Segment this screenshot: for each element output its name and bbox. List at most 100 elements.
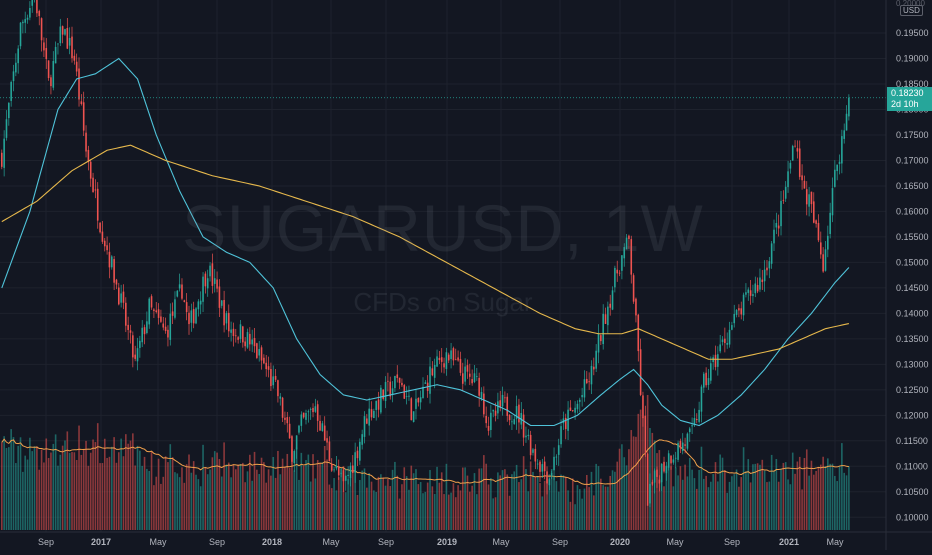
volume-bar — [738, 486, 740, 530]
currency-button[interactable]: USD — [900, 5, 923, 16]
candle-body — [50, 77, 52, 87]
volume-bar — [183, 482, 186, 530]
volume-bar — [717, 481, 719, 530]
candle-body — [422, 386, 424, 399]
volume-ma — [1, 438, 849, 485]
volume-bar — [43, 462, 45, 530]
volume-bar — [87, 465, 90, 530]
candle-body — [408, 395, 410, 397]
volume-bar — [829, 463, 831, 530]
volume-bar — [564, 476, 567, 530]
volume-bar — [237, 464, 239, 530]
candle-body — [688, 428, 691, 433]
candle-body — [651, 481, 654, 485]
volume-bar — [94, 442, 97, 530]
candle-body — [59, 26, 62, 44]
candle-body — [157, 309, 160, 318]
volume-bar — [389, 486, 392, 530]
candle-body — [476, 376, 478, 377]
candle-body — [87, 149, 90, 163]
candle-body — [674, 457, 677, 459]
volume-bar — [436, 466, 438, 530]
volume-bar — [24, 455, 26, 530]
volume-bar — [763, 470, 766, 530]
candle-body — [92, 177, 94, 193]
volume-bar — [108, 456, 111, 530]
candle-body — [642, 395, 644, 419]
volume-bar — [370, 481, 373, 530]
volume-bar — [710, 481, 712, 530]
volume-bar — [354, 457, 356, 530]
volume-bar — [848, 466, 850, 530]
candle-body — [639, 349, 642, 395]
candle-body — [429, 366, 431, 394]
candle-body — [766, 267, 768, 271]
candle-body — [761, 279, 764, 283]
candle-body — [321, 423, 324, 432]
candle-body — [607, 306, 609, 326]
candle-body — [773, 229, 775, 244]
candle-body — [424, 382, 427, 384]
volume-bar — [242, 462, 244, 530]
candle-body — [38, 10, 41, 17]
volume-bar — [73, 452, 76, 530]
volume-bar — [302, 466, 305, 530]
volume-bar — [19, 437, 22, 530]
volume-bar — [595, 463, 597, 530]
volume-bar — [504, 469, 506, 530]
candle-body — [171, 311, 174, 316]
volume-bar — [721, 457, 724, 530]
volume-bar — [408, 489, 410, 530]
candle-body — [756, 285, 759, 292]
volume-bar — [220, 476, 223, 530]
candle-body — [733, 314, 736, 324]
candle-body — [665, 466, 668, 474]
candle-body — [169, 313, 172, 340]
volume-bar — [597, 466, 600, 530]
candle-body — [581, 395, 583, 398]
candle-body — [64, 29, 66, 35]
candle-body — [667, 453, 670, 468]
volume-bar — [373, 490, 375, 530]
volume-bar — [246, 471, 249, 530]
volume-bar — [106, 457, 108, 530]
volume-bar — [546, 479, 548, 530]
candle-body — [546, 471, 548, 484]
candle-body — [660, 463, 663, 483]
volume-bar — [660, 472, 663, 530]
volume-bar — [749, 482, 752, 530]
volume-bar — [307, 454, 310, 530]
candle-body — [681, 442, 684, 451]
volume-bar — [33, 446, 36, 530]
volume-bar — [113, 437, 115, 530]
volume-bar — [199, 486, 202, 530]
volume-bar — [52, 443, 55, 530]
candle-body — [347, 474, 349, 477]
candle-body — [396, 374, 399, 379]
candle-body — [714, 354, 717, 368]
candle-body — [108, 251, 111, 268]
candle-body — [700, 386, 703, 412]
volume-bar — [26, 459, 29, 530]
candle-body — [356, 450, 359, 459]
candle-body — [635, 298, 637, 316]
volume-bar — [693, 478, 696, 530]
volume-bar — [501, 470, 504, 530]
volume-bar — [405, 476, 408, 530]
candle-body — [527, 434, 530, 436]
y-tick-label-partial: 0.20000 — [896, 0, 925, 8]
candle-body — [663, 461, 665, 472]
x-tick-label: May — [322, 537, 340, 547]
volume-bar — [466, 475, 469, 530]
candle-body — [57, 43, 59, 45]
volume-bar — [459, 490, 462, 530]
candle-body — [583, 379, 586, 398]
ma-slow-line — [1, 144, 849, 360]
candle-body — [209, 265, 211, 277]
volume-bar — [387, 479, 389, 530]
volume-bar — [803, 458, 806, 530]
candle-body — [752, 294, 754, 297]
